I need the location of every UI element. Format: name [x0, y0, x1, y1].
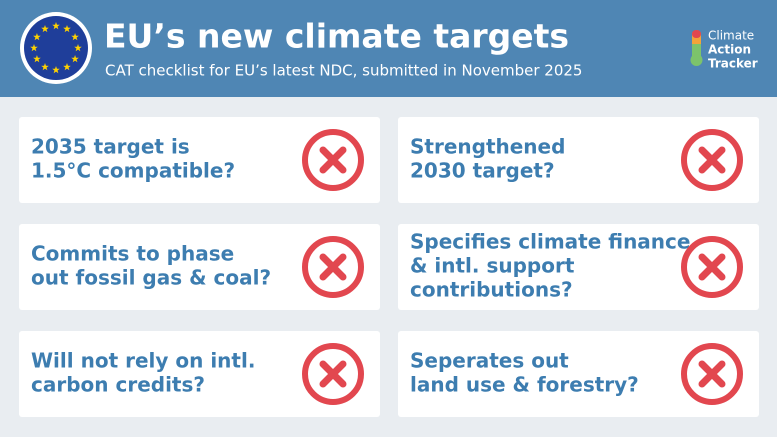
question-line: 2030 target? — [410, 159, 555, 183]
cross-mark — [319, 146, 347, 174]
cross-mark — [698, 360, 726, 388]
question-line: land use & forestry? — [410, 373, 639, 397]
eu-flag — [20, 12, 92, 84]
card-box — [398, 117, 759, 203]
header-bar — [0, 0, 777, 97]
cross-mark — [698, 146, 726, 174]
star — [30, 44, 38, 52]
card-box — [398, 331, 759, 417]
question-line: Seperates out — [410, 349, 569, 373]
question-line: Specifies climate finance — [410, 230, 690, 254]
star — [41, 63, 49, 71]
question-line: Strengthened — [410, 135, 565, 159]
question-line: 2035 target is — [31, 135, 190, 159]
star — [71, 55, 79, 63]
star — [63, 63, 71, 71]
subtitle: CAT checklist for EU’s latest NDC, submi… — [105, 62, 582, 80]
question-line: out fossil gas & coal? — [31, 266, 271, 290]
star — [52, 66, 60, 74]
cross-mark — [319, 360, 347, 388]
star — [33, 55, 41, 63]
star — [74, 44, 82, 52]
card: 2035 target is1.5°C compatible? — [19, 117, 380, 203]
logo-line: Climate — [708, 29, 754, 43]
question-line: 1.5°C compatible? — [31, 159, 235, 183]
title: EU’s new climate targets — [104, 17, 569, 56]
card-box — [398, 224, 759, 310]
card-box — [19, 224, 380, 310]
question-line: & intl. support — [410, 254, 575, 278]
cross-mark — [319, 253, 347, 281]
cross-mark — [698, 253, 726, 281]
card: Will not rely on intl.carbon credits? — [19, 331, 380, 417]
card-box — [19, 331, 380, 417]
star — [71, 33, 79, 41]
card: Specifies climate finance& intl. support… — [398, 224, 759, 310]
question-line: contributions? — [410, 278, 573, 302]
question-line: carbon credits? — [31, 373, 205, 397]
question-line: Commits to phase — [31, 242, 234, 266]
question-line: Will not rely on intl. — [31, 349, 255, 373]
star — [63, 24, 71, 33]
star — [52, 22, 60, 30]
star — [33, 33, 41, 41]
cards: 2035 target is1.5°C compatible?Strengthe… — [19, 117, 759, 417]
star — [41, 24, 49, 33]
logo-line: Action — [708, 43, 751, 57]
logo-line: Tracker — [708, 57, 758, 71]
logo-icon — [690, 30, 703, 66]
card-box — [19, 117, 380, 203]
